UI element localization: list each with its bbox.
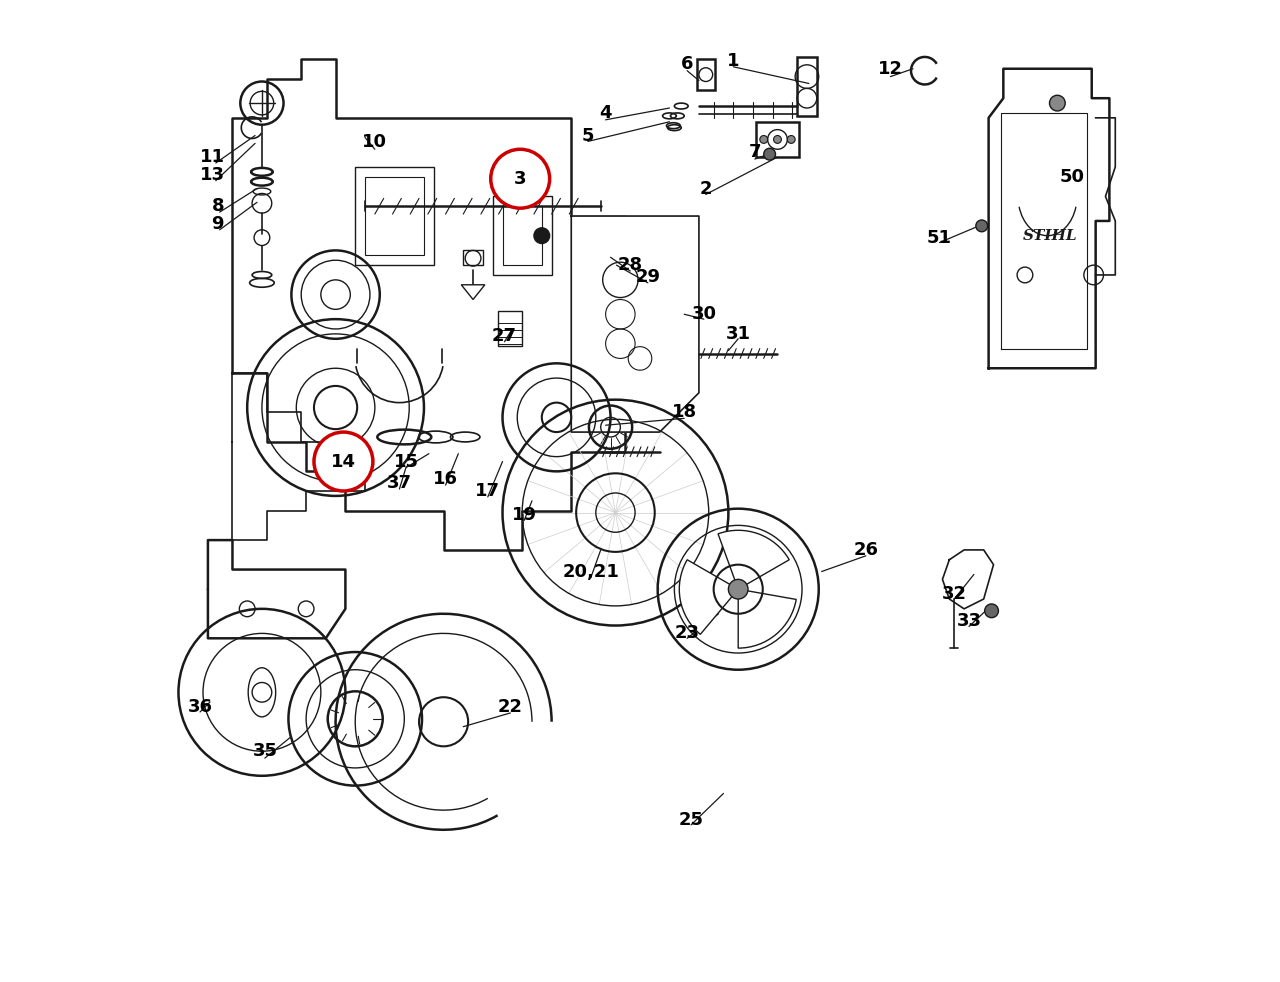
Circle shape	[975, 220, 988, 232]
Text: 2: 2	[700, 180, 712, 197]
Text: 4: 4	[599, 104, 612, 122]
Circle shape	[984, 604, 998, 618]
Wedge shape	[739, 589, 796, 648]
Bar	[356, 167, 434, 265]
Circle shape	[534, 228, 549, 244]
Text: 3: 3	[515, 170, 526, 188]
Text: 33: 33	[956, 612, 982, 629]
Text: 35: 35	[252, 742, 278, 760]
Text: 30: 30	[691, 305, 717, 323]
Circle shape	[1050, 95, 1065, 111]
Polygon shape	[461, 285, 485, 300]
Bar	[463, 250, 483, 265]
Text: 37: 37	[387, 474, 412, 492]
Text: 32: 32	[942, 585, 966, 603]
Bar	[498, 311, 522, 346]
Text: 26: 26	[854, 541, 878, 559]
Text: STIHL: STIHL	[1023, 229, 1078, 243]
Wedge shape	[680, 560, 739, 634]
Text: 28: 28	[618, 256, 643, 274]
Text: 27: 27	[492, 327, 517, 345]
Text: 19: 19	[512, 506, 536, 523]
Text: 7: 7	[749, 143, 762, 161]
Circle shape	[728, 579, 748, 599]
Circle shape	[490, 149, 549, 208]
Wedge shape	[718, 530, 790, 589]
Text: 36: 36	[188, 698, 212, 716]
Bar	[503, 206, 541, 265]
Text: 11: 11	[201, 148, 225, 166]
Text: 14: 14	[332, 453, 356, 470]
Text: 29: 29	[635, 268, 660, 286]
Text: 9: 9	[211, 215, 224, 233]
Circle shape	[773, 136, 781, 143]
Polygon shape	[571, 216, 699, 432]
Text: 16: 16	[433, 470, 458, 488]
Text: 23: 23	[675, 625, 700, 642]
Text: 31: 31	[726, 325, 750, 343]
Polygon shape	[233, 59, 625, 550]
Polygon shape	[988, 69, 1110, 368]
Circle shape	[760, 136, 768, 143]
Circle shape	[314, 432, 372, 491]
Polygon shape	[233, 373, 365, 540]
Text: 6: 6	[681, 55, 694, 73]
Text: 8: 8	[211, 197, 224, 215]
Text: 51: 51	[927, 229, 952, 246]
Text: 13: 13	[201, 166, 225, 184]
Bar	[696, 59, 714, 90]
Text: 10: 10	[362, 134, 388, 151]
Bar	[493, 196, 552, 275]
Text: 18: 18	[672, 404, 696, 421]
Text: 15: 15	[394, 453, 419, 470]
Bar	[797, 57, 817, 116]
Circle shape	[787, 136, 795, 143]
Text: 17: 17	[475, 482, 500, 500]
Text: 22: 22	[498, 698, 522, 716]
Polygon shape	[207, 540, 346, 638]
Text: 50: 50	[1060, 168, 1084, 186]
Text: 25: 25	[678, 811, 704, 829]
Text: 5: 5	[581, 127, 594, 144]
Text: 12: 12	[878, 60, 902, 78]
Text: 20,21: 20,21	[562, 563, 620, 580]
Bar	[365, 177, 424, 255]
Circle shape	[764, 148, 776, 160]
Text: 1: 1	[727, 52, 740, 70]
Bar	[756, 122, 799, 157]
